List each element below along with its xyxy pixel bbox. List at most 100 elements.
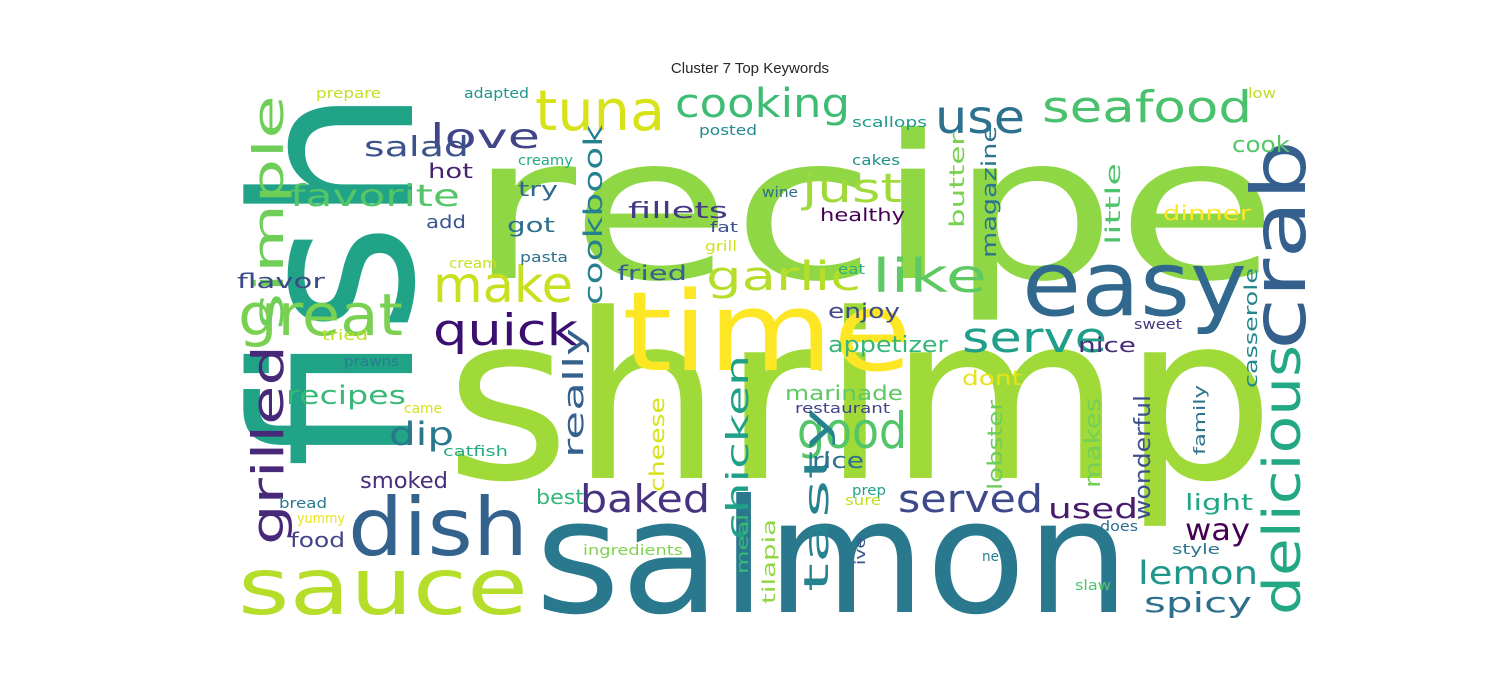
word-serve: serve <box>962 313 1107 362</box>
word-ingredients: ingredients <box>583 543 683 559</box>
word-appetizer: appetizer <box>828 333 949 358</box>
word-try: try <box>518 177 558 201</box>
word-love: love <box>430 117 540 157</box>
word-time: time <box>622 268 912 396</box>
word-tried: tried <box>322 328 368 344</box>
word-great: great <box>238 281 403 349</box>
word-lemon: lemon <box>1138 554 1258 592</box>
word-use: use <box>935 90 1025 144</box>
word-marinade: marinade <box>785 381 903 405</box>
word-favorite: favorite <box>290 179 460 214</box>
word-really: really <box>557 328 590 458</box>
word-crab: crab <box>1235 140 1323 350</box>
word-simple: simple <box>244 95 293 330</box>
word-new: new <box>982 549 1010 565</box>
word-way: way <box>1185 513 1250 548</box>
word-delicious: delicious <box>1253 345 1313 615</box>
word-tilapia: tilapia <box>759 519 780 604</box>
word-casserole: casserole <box>1241 268 1262 388</box>
word-makes: makes <box>1081 398 1106 488</box>
word-style: style <box>1172 542 1220 558</box>
word-cook: cook <box>1232 133 1290 158</box>
word-dish: dish <box>348 481 528 574</box>
word-wine: wine <box>762 185 798 201</box>
word-dinner: dinner <box>1163 201 1252 225</box>
word-pasta: pasta <box>520 250 568 266</box>
word-family: family <box>1190 385 1209 455</box>
word-chicken: chicken <box>721 355 756 540</box>
word-healthy: healthy <box>820 205 905 226</box>
word-low: low <box>1248 86 1276 102</box>
word-prawns: prawns <box>344 354 399 370</box>
word-fish: fish <box>207 88 465 468</box>
word-baked: baked <box>580 477 710 521</box>
word-smoked: smoked <box>360 469 448 494</box>
word-cod: cod <box>537 165 562 181</box>
word-like: like <box>872 249 987 303</box>
word-garlic: garlic <box>706 254 861 300</box>
word-light: light <box>1185 491 1254 516</box>
word-restaurant: restaurant <box>795 401 891 417</box>
word-little: little <box>1101 163 1125 245</box>
word-cheese: cheese <box>645 397 669 492</box>
word-make: make <box>433 256 573 314</box>
word-butter: butter <box>945 132 969 228</box>
word-nice: nice <box>1078 333 1136 357</box>
word-magazine: magazine <box>977 126 1001 258</box>
word-came: came <box>404 401 442 417</box>
word-flavor: flavor <box>237 269 326 293</box>
word-sweet: sweet <box>1134 317 1183 333</box>
word-quick: quick <box>433 305 579 356</box>
word-dont: dont <box>962 366 1022 390</box>
word-grill: grill <box>705 239 737 255</box>
word-scallops: scallops <box>852 115 927 131</box>
word-tuna: tuna <box>535 79 665 144</box>
word-recipes: recipes <box>286 381 406 411</box>
word-yummy: yummy <box>297 511 345 527</box>
word-slaw: slaw <box>1075 578 1111 594</box>
word-grilled: grilled <box>243 345 294 545</box>
word-adapted: adapted <box>464 86 529 102</box>
word-creamy: creamy <box>518 153 573 169</box>
word-fillets: fillets <box>628 199 728 224</box>
word-bread: bread <box>279 496 327 512</box>
word-used: used <box>1048 492 1138 525</box>
word-cakes: cakes <box>852 153 900 169</box>
word-recipe: recipe <box>468 93 1278 326</box>
word-enjoy: enjoy <box>828 299 900 323</box>
word-fried: fried <box>617 261 687 285</box>
word-prep: prep <box>852 483 886 499</box>
word-rice: rice <box>812 449 864 474</box>
word-got: got <box>507 213 555 237</box>
word-ive: ive <box>853 537 869 565</box>
word-meal: meal <box>733 514 752 574</box>
word-cookbook: cookbook <box>579 125 609 305</box>
word-served: served <box>898 477 1043 521</box>
word-salad: salad <box>364 130 469 163</box>
word-does: does <box>1100 519 1138 535</box>
word-shrimp: shrimp <box>445 266 1275 533</box>
word-food: food <box>290 528 345 552</box>
word-tasty: tasty <box>797 407 837 592</box>
word-fat: fat <box>710 220 739 236</box>
word-seafood: seafood <box>1042 82 1252 133</box>
word-sauce: sauce <box>238 543 528 633</box>
word-sure: sure <box>845 493 881 509</box>
word-wonderful: wonderful <box>1131 395 1156 520</box>
word-best: best <box>536 485 584 509</box>
word-eat: eat <box>838 262 866 278</box>
word-cream: cream <box>449 256 497 272</box>
chart-title: Cluster 7 Top Keywords <box>670 60 830 77</box>
word-lobster: lobster <box>983 399 1007 490</box>
word-posted: posted <box>699 123 757 139</box>
word-dip: dip <box>389 415 454 453</box>
word-add: add <box>426 212 466 233</box>
word-easy: easy <box>1022 232 1247 337</box>
word-salmon: salmon <box>535 466 1130 650</box>
word-spicy: spicy <box>1144 586 1252 619</box>
word-hot: hot <box>428 159 473 183</box>
word-prepare: prepare <box>316 86 381 102</box>
word-cooking: cooking <box>675 81 850 127</box>
word-good: good <box>797 402 907 460</box>
